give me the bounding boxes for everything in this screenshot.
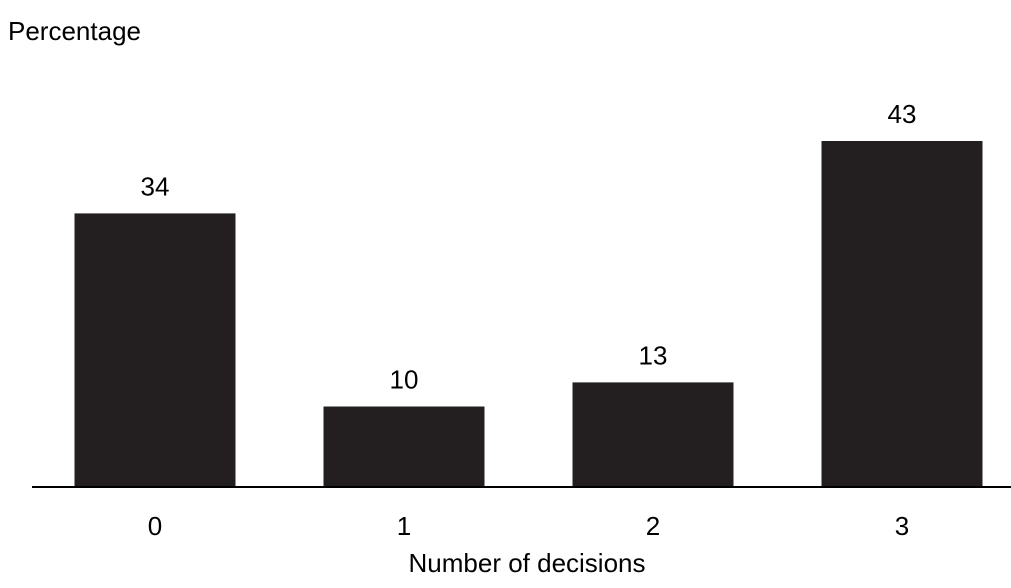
x-tick-label-0: 0 [148, 511, 162, 541]
x-tick-label-1: 1 [397, 511, 411, 541]
x-tick-label-2: 2 [646, 511, 660, 541]
x-tick-label-3: 3 [895, 511, 909, 541]
data-label-1: 10 [390, 365, 419, 395]
data-labels-layer: 34 10 13 43 [141, 99, 917, 395]
data-label-0: 34 [141, 171, 170, 201]
bar-1 [323, 406, 485, 487]
data-label-2: 13 [639, 340, 668, 370]
bar-2 [572, 382, 734, 487]
bar-0 [74, 213, 236, 487]
data-label-3: 43 [888, 99, 917, 129]
bars-layer [74, 141, 983, 487]
bar-3 [821, 141, 983, 487]
y-axis-title: Percentage [8, 16, 141, 46]
x-tick-labels-layer: 0 1 2 3 [148, 511, 909, 541]
x-axis-title: Number of decisions [409, 548, 646, 578]
